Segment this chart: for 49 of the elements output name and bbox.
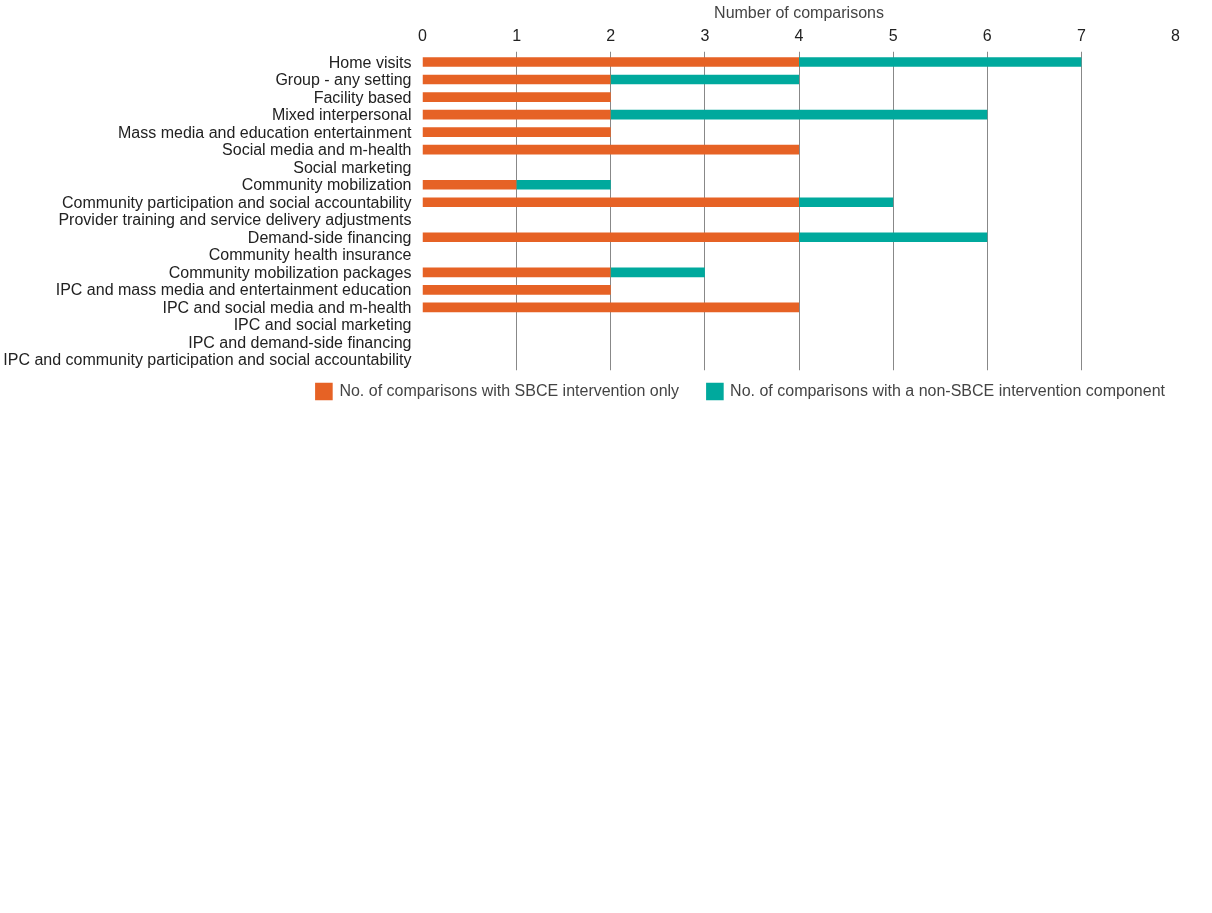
x-tick-label: 3 — [700, 26, 710, 44]
bar — [422, 92, 611, 102]
bar — [516, 179, 611, 190]
y-tick-label: Facility based — [313, 88, 412, 106]
bar — [422, 109, 611, 120]
y-tick-label: Community health insurance — [208, 246, 412, 264]
x-tick-label: 2 — [606, 26, 616, 44]
x-tick-label: 6 — [982, 26, 992, 44]
bar — [422, 127, 611, 137]
bar — [799, 57, 1082, 67]
y-tick-label: IPC and social media and m-health — [162, 298, 412, 316]
bar — [422, 285, 611, 295]
y-tick-label: Community participation and social accountability — [61, 193, 412, 211]
bar — [422, 197, 799, 208]
y-tick-label: Mass media and education entertainment — [117, 123, 413, 141]
y-tick-label: IPC and demand-side financing — [188, 333, 412, 351]
x-axis-title: Number of comparisons — [714, 3, 884, 21]
x-tick-label: 1 — [512, 26, 522, 44]
legend-label: No. of comparisons with SBCE intervention only — [339, 382, 680, 400]
bar — [422, 144, 799, 155]
y-tick-label: IPC and social marketing — [233, 316, 412, 334]
x-tick-label: 8 — [1171, 26, 1181, 44]
y-tick-label: Community mobilization — [241, 176, 412, 194]
legend-label: No. of comparisons with a non-SBCE intervention component — [730, 382, 1165, 400]
bar — [610, 109, 988, 120]
bar — [422, 74, 611, 85]
y-tick-label: Group - any setting — [275, 71, 412, 89]
y-tick-label: Provider training and service delivery adjustments — [58, 211, 412, 229]
bar — [610, 74, 799, 85]
x-tick-label: 5 — [888, 26, 898, 44]
y-tick-label: Demand-side financing — [247, 228, 412, 246]
y-tick-label: Mixed interpersonal — [271, 106, 412, 124]
y-tick-label: IPC and community participation and social accountability — [3, 351, 412, 369]
bar — [610, 267, 705, 278]
y-tick-label: Community mobilization packages — [168, 263, 412, 281]
x-tick-label: 4 — [794, 26, 804, 44]
bar — [422, 57, 799, 67]
y-tick-label: IPC and mass media and entertainment education — [55, 281, 412, 299]
y-tick-label: Home visits — [328, 53, 412, 71]
bar — [799, 232, 988, 243]
bar — [422, 232, 799, 243]
x-tick-label: 7 — [1076, 26, 1086, 44]
y-tick-label: Social marketing — [293, 158, 412, 176]
x-tick-label: 0 — [418, 26, 428, 44]
bar — [799, 197, 894, 208]
y-tick-label: Social media and m-health — [222, 141, 412, 159]
bar — [422, 302, 799, 313]
bar — [422, 179, 517, 190]
bar — [422, 267, 611, 278]
